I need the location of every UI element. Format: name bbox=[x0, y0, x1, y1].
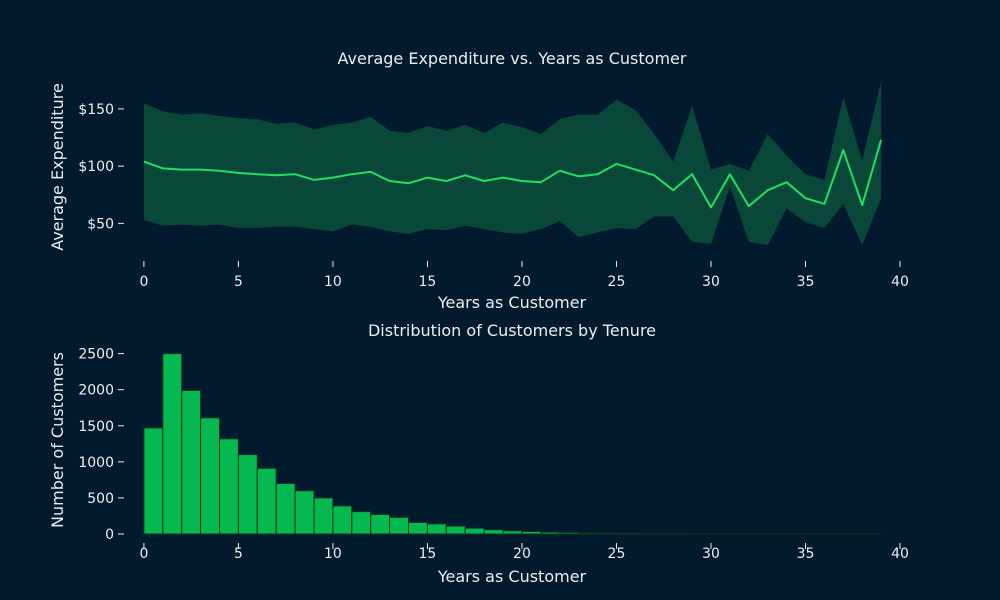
histogram-bar bbox=[200, 417, 221, 535]
bottom-y-tick-label: 500 bbox=[87, 491, 114, 507]
histogram-bar bbox=[370, 514, 391, 535]
histogram-bar bbox=[162, 353, 183, 535]
top-y-axis: $50 $100 $150 bbox=[78, 102, 124, 232]
histogram-bar bbox=[256, 467, 277, 535]
histogram-bar bbox=[616, 532, 636, 535]
histogram-bar bbox=[521, 531, 542, 535]
bottom-x-tick-label: 5 bbox=[234, 546, 243, 562]
top-x-axis: 0 5 10 15 20 25 30 35 40 bbox=[139, 261, 909, 290]
histogram-bar bbox=[219, 438, 239, 535]
confidence-band-group bbox=[143, 81, 882, 246]
bottom-x-tick-label: 30 bbox=[702, 546, 720, 562]
top-chart-title: Average Expenditure vs. Years as Custome… bbox=[338, 49, 687, 68]
top-x-tick-label: 40 bbox=[891, 274, 909, 290]
bottom-y-tick-label: 2000 bbox=[78, 383, 114, 399]
top-x-tick-label: 35 bbox=[797, 274, 815, 290]
top-y-tick-label: $50 bbox=[87, 216, 114, 232]
top-x-axis-label: Years as Customer bbox=[437, 293, 587, 312]
bottom-y-tick-label: 0 bbox=[105, 527, 114, 543]
top-x-tick-label: 15 bbox=[419, 274, 437, 290]
bottom-y-axis-label: Number of Customers bbox=[48, 352, 67, 528]
histogram-bar bbox=[408, 522, 428, 535]
bottom-x-tick-label: 20 bbox=[513, 546, 531, 562]
bottom-y-tick-label: 1500 bbox=[78, 419, 114, 435]
histogram-bar bbox=[275, 483, 296, 535]
confidence-band bbox=[143, 81, 882, 246]
histogram-bar bbox=[143, 427, 164, 535]
histogram-bar bbox=[464, 527, 485, 535]
histogram-bar bbox=[483, 529, 504, 535]
histogram-bar bbox=[426, 523, 447, 535]
top-y-tick-label: $100 bbox=[78, 159, 114, 175]
bottom-x-tick-label: 40 bbox=[891, 546, 909, 562]
top-y-axis-label: Average Expenditure bbox=[48, 83, 67, 251]
bottom-y-axis: 0 500 1000 1500 2000 2500 bbox=[78, 347, 124, 543]
top-x-tick-label: 10 bbox=[324, 274, 342, 290]
histogram-bar bbox=[559, 532, 580, 535]
histogram-bar bbox=[332, 505, 353, 535]
top-y-tick-label: $150 bbox=[78, 102, 114, 118]
histogram-bar bbox=[294, 490, 315, 535]
bottom-x-axis-label: Years as Customer bbox=[437, 567, 587, 586]
top-x-tick-label: 20 bbox=[513, 274, 531, 290]
bottom-x-tick-label: 35 bbox=[797, 546, 815, 562]
histogram-bar bbox=[502, 530, 523, 535]
mean-line-group bbox=[143, 139, 883, 209]
tenure-histogram: Distribution of Customers by Tenure 0 5 10… bbox=[48, 321, 909, 586]
histogram-bar bbox=[313, 497, 334, 535]
bottom-x-tick-label: 10 bbox=[324, 546, 342, 562]
histogram-bar bbox=[351, 511, 372, 535]
bottom-x-tick-label: 0 bbox=[139, 546, 148, 562]
histogram-bars-group bbox=[143, 353, 882, 535]
bottom-y-tick-label: 2500 bbox=[78, 347, 114, 363]
top-x-tick-label: 30 bbox=[702, 274, 720, 290]
bottom-x-tick-label: 25 bbox=[608, 546, 626, 562]
histogram-bar bbox=[578, 532, 599, 535]
top-x-tick-label: 0 bbox=[139, 274, 148, 290]
histogram-bar bbox=[237, 454, 258, 535]
bottom-y-tick-label: 1000 bbox=[78, 455, 114, 471]
histogram-bar bbox=[540, 531, 561, 535]
bottom-chart-title: Distribution of Customers by Tenure bbox=[368, 321, 656, 340]
bottom-x-tick-label: 15 bbox=[419, 546, 437, 562]
histogram-bar bbox=[181, 389, 202, 535]
expenditure-line-chart: Average Expenditure vs. Years as Custome… bbox=[48, 49, 909, 312]
histogram-bar bbox=[597, 532, 617, 535]
mean-expenditure-line bbox=[143, 139, 883, 209]
top-x-tick-label: 5 bbox=[234, 274, 243, 290]
histogram-bar bbox=[389, 516, 410, 535]
top-x-tick-label: 25 bbox=[608, 274, 626, 290]
bottom-x-axis: 0 5 10 15 20 25 30 35 40 bbox=[139, 543, 909, 562]
histogram-bar bbox=[445, 525, 466, 535]
